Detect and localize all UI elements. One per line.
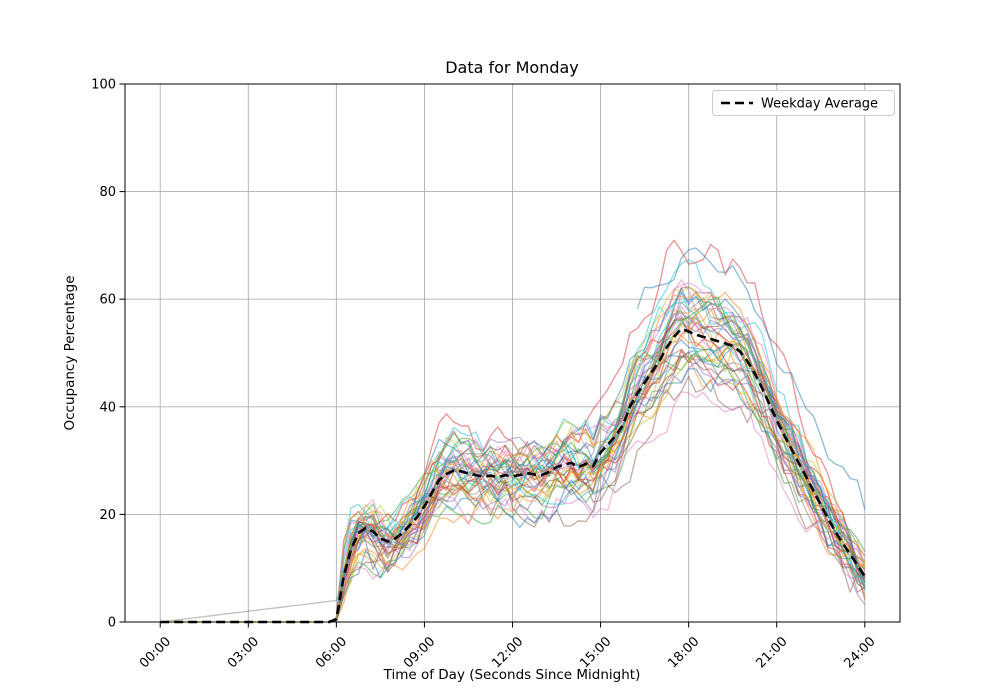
y-tick-label: 40	[99, 400, 116, 415]
axis-ticks	[119, 83, 866, 628]
legend: Weekday Average	[712, 90, 895, 116]
weekday-average-line	[160, 327, 866, 624]
y-tick-label: 100	[91, 78, 116, 93]
y-axis-label: Occupancy Percentage	[62, 275, 78, 430]
legend-box	[712, 90, 895, 116]
weekday-average-path	[160, 327, 866, 624]
chart-title: Data for Monday	[445, 58, 579, 77]
y-tick-labels: 0 20 40 60 80 100	[91, 78, 116, 631]
y-tick-label: 80	[99, 185, 116, 200]
y-tick-label: 60	[99, 293, 116, 308]
x-axis-label: Time of Day (Seconds Since Midnight)	[383, 667, 641, 683]
legend-label: Weekday Average	[761, 97, 878, 112]
y-tick-label: 20	[99, 508, 116, 523]
day-trace-line	[636, 247, 866, 510]
y-tick-label: 0	[108, 616, 116, 631]
